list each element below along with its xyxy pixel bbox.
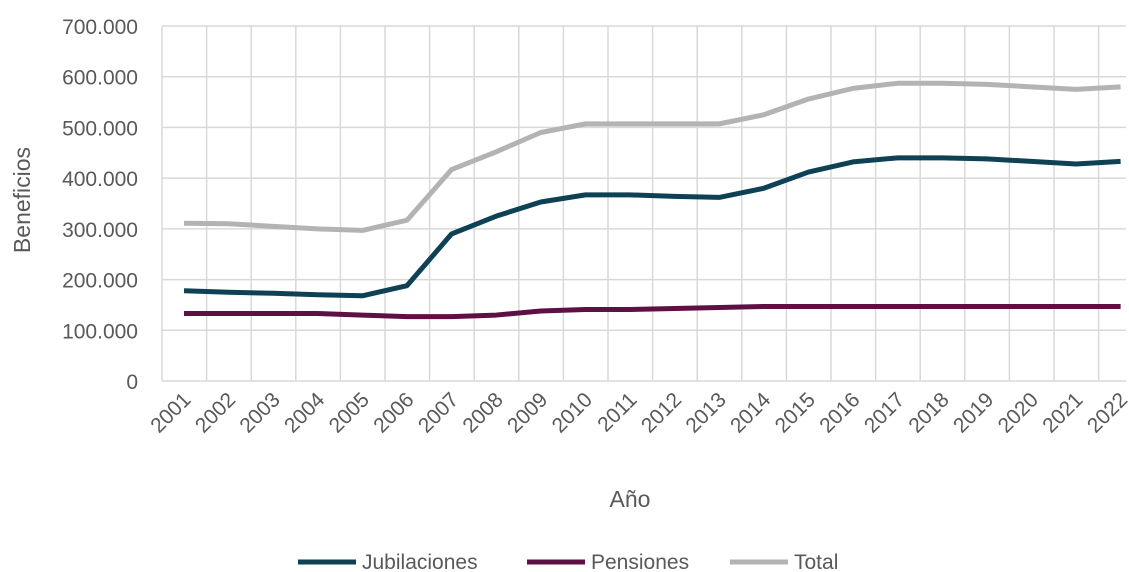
legend-label: Pensiones <box>591 551 689 572</box>
line-series <box>183 155 1121 299</box>
x-tick-label: 2006 <box>369 388 418 437</box>
x-axis-label: Año <box>610 486 651 512</box>
x-tick-label: 2018 <box>904 388 953 437</box>
x-tick-label: 2015 <box>771 388 820 437</box>
x-tick-label: 2016 <box>815 388 864 437</box>
x-tick-label: 2007 <box>414 388 463 437</box>
y-tick-label: 300.000 <box>62 219 138 242</box>
x-tick-label: 2005 <box>325 388 374 437</box>
x-tick-label: 2022 <box>1083 388 1129 437</box>
y-tick-label: 700.000 <box>62 16 138 39</box>
y-tick-label: 0 <box>126 371 138 394</box>
x-tick-label: 2004 <box>280 388 330 438</box>
x-tick-label: 2014 <box>726 388 776 438</box>
line-series <box>184 303 1121 320</box>
x-tick-label: 2008 <box>458 388 507 437</box>
x-tick-label: 2003 <box>235 388 284 437</box>
y-tick-label: 400.000 <box>62 168 138 191</box>
line-series <box>183 80 1121 233</box>
x-tick-label: 2009 <box>503 388 552 437</box>
y-tick-label: 200.000 <box>62 270 138 293</box>
x-tick-label: 2021 <box>1038 388 1087 437</box>
x-tick-label: 2001 <box>146 388 195 437</box>
x-tick-label: 2012 <box>637 388 686 437</box>
x-tick-label: 2020 <box>994 388 1043 437</box>
y-axis-label: Beneficios <box>9 147 35 253</box>
x-tick-label: 2002 <box>191 388 240 437</box>
x-tick-label: 2010 <box>548 388 597 437</box>
y-tick-label: 100.000 <box>62 320 138 343</box>
y-tick-label: 600.000 <box>62 67 138 90</box>
x-tick-label: 2013 <box>681 388 730 437</box>
legend-label: Jubilaciones <box>362 551 478 572</box>
x-tick-label: 2019 <box>949 388 998 437</box>
x-tick-label: 2011 <box>593 388 641 436</box>
y-tick-label: 500.000 <box>62 117 138 140</box>
legend-label: Total <box>794 551 838 572</box>
x-tick-label: 2017 <box>860 388 909 437</box>
